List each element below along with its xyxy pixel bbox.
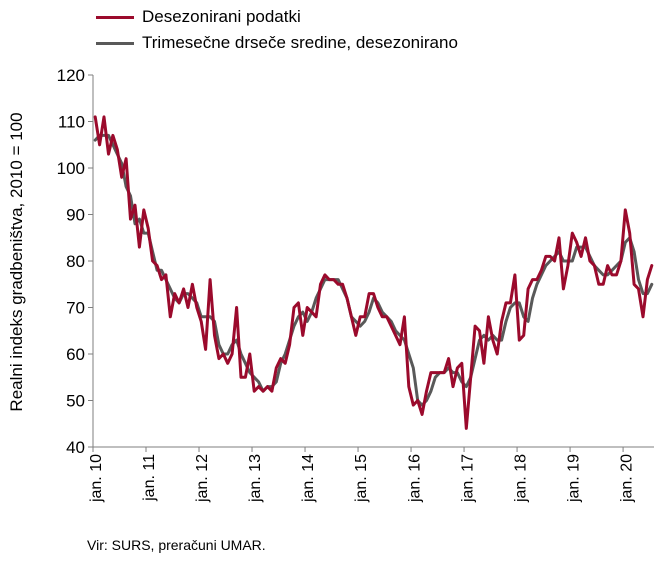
x-tick-label: jan. 11 [141, 454, 158, 502]
legend-label-raw: Desezonirani podatki [142, 7, 301, 26]
y-tick-label: 70 [66, 299, 85, 318]
y-tick-label: 80 [66, 252, 85, 271]
legend-label-average: Trimesečne drseče sredine, desezonirano [142, 33, 458, 52]
x-tick-label: jan. 12 [194, 454, 211, 503]
x-tick-label: jan. 15 [353, 454, 370, 503]
x-tick-label: jan. 14 [300, 454, 317, 503]
x-axis-ticks: jan. 10 jan. 11 jan. 12 jan. 13 jan. 14 jan. … [88, 447, 635, 503]
y-axis-title: Realni indeks gradbeništva, 2010 = 100 [7, 112, 26, 411]
x-tick-label: jan. 16 [406, 454, 423, 503]
y-tick-label: 40 [66, 438, 85, 457]
source-note: Vir: SURS, preračuni UMAR. [87, 537, 266, 553]
legend-swatch-raw [96, 15, 134, 19]
legend-item-raw: Desezonirani podatki [96, 4, 458, 30]
y-tick-label: 50 [66, 392, 85, 411]
x-tick-label: jan. 10 [88, 454, 105, 503]
x-tick-label: jan. 20 [618, 454, 635, 503]
legend-item-average: Trimesečne drseče sredine, desezonirano [96, 30, 458, 56]
y-tick-label: 120 [57, 66, 85, 85]
series-lines [93, 115, 654, 430]
x-tick-label: jan. 18 [512, 454, 529, 503]
legend: Desezonirani podatki Trimesečne drseče s… [96, 4, 458, 56]
y-tick-label: 90 [66, 206, 85, 225]
x-tick-label: jan. 17 [459, 454, 476, 503]
y-tick-label: 100 [57, 159, 85, 178]
x-tick-label: jan. 19 [565, 454, 582, 503]
y-tick-label: 110 [58, 113, 85, 132]
legend-swatch-average [96, 41, 134, 45]
x-tick-label: jan. 13 [247, 454, 264, 503]
y-axis-ticks: 40 50 60 70 80 90 100 110 120 [57, 66, 93, 457]
y-tick-label: 60 [66, 345, 85, 364]
series-line-raw [93, 115, 654, 430]
